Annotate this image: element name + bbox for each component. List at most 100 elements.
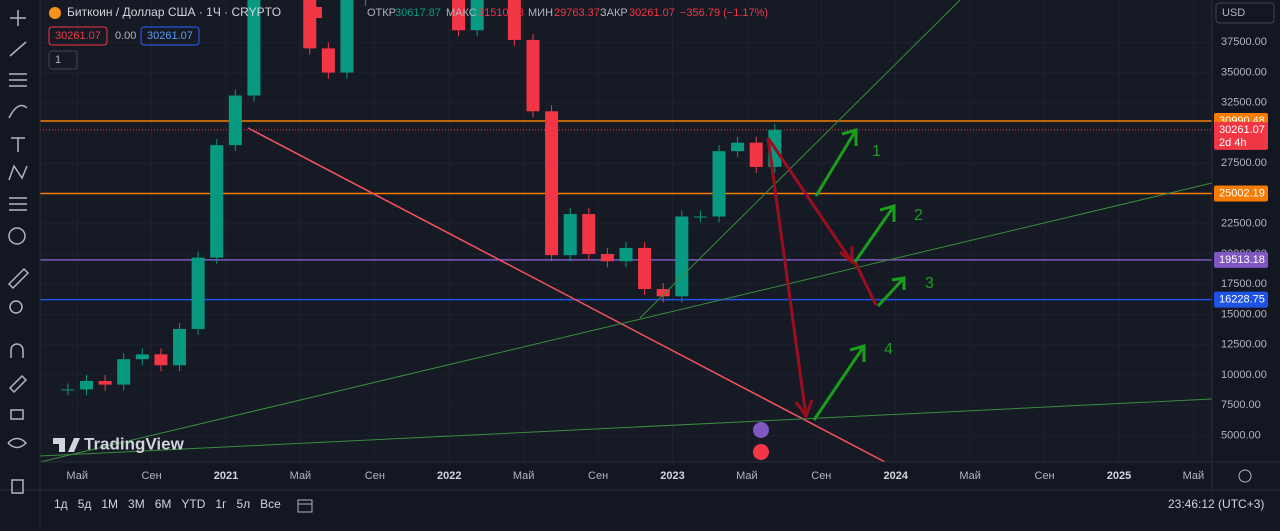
trend-line xyxy=(40,398,1212,457)
range-button[interactable]: 3М xyxy=(128,497,145,511)
candle xyxy=(656,289,670,297)
plot-area xyxy=(40,0,1212,462)
candle xyxy=(340,0,354,73)
tradingview-logo: TradingView xyxy=(53,434,185,453)
brush-tool[interactable] xyxy=(8,104,28,119)
x-tick-label: Май xyxy=(1183,470,1205,482)
countdown: 2d 4h xyxy=(1219,137,1247,149)
currency-button[interactable] xyxy=(1215,2,1275,24)
pattern-tool[interactable] xyxy=(8,164,28,181)
lock-drawing-tool[interactable] xyxy=(8,374,28,394)
candle xyxy=(191,257,205,329)
candle xyxy=(712,151,726,217)
fib-tool[interactable] xyxy=(9,73,27,87)
trash-tool[interactable] xyxy=(11,479,24,494)
x-tick-label: Май xyxy=(736,470,758,482)
ohlc-high: 31510.38 xyxy=(478,7,524,19)
range-button[interactable]: 1М xyxy=(101,497,118,511)
bid[interactable]: 30261.07 xyxy=(55,30,101,42)
trend-line xyxy=(247,127,886,462)
range-button[interactable]: 6М xyxy=(155,497,172,511)
candle xyxy=(693,216,707,218)
x-tick-label: 2025 xyxy=(1107,470,1131,482)
candle xyxy=(154,354,168,366)
crosshair-tool[interactable] xyxy=(10,10,26,26)
y-tick-label: 22500.00 xyxy=(1221,218,1267,230)
lots[interactable]: 1 xyxy=(55,54,61,66)
down-arrows xyxy=(766,137,878,420)
ohlc-close-label: ЗАКР xyxy=(600,7,628,19)
range-button[interactable]: Все xyxy=(260,497,281,511)
candle xyxy=(210,145,224,258)
level-tag xyxy=(1214,291,1268,308)
ruler-tool[interactable] xyxy=(7,267,30,290)
logo-text: TradingView xyxy=(84,434,185,453)
sell-button[interactable] xyxy=(48,26,108,46)
range-button[interactable]: 1г xyxy=(215,497,227,511)
text-tool[interactable] xyxy=(11,137,25,152)
x-tick-label: Май xyxy=(959,470,981,482)
range-button[interactable]: 5д xyxy=(78,497,92,511)
date-range-icon[interactable] xyxy=(297,499,313,513)
ohlc-close: 30261.07 xyxy=(629,7,675,19)
x-tick-label: 2024 xyxy=(884,470,909,482)
trend-line xyxy=(40,182,1212,462)
magnet-tool[interactable] xyxy=(10,343,24,358)
candle xyxy=(638,247,652,290)
y-tick-label: 17500.00 xyxy=(1221,278,1267,290)
buy-button[interactable] xyxy=(140,26,200,46)
x-tick-label: Май xyxy=(290,470,312,482)
level-label: 19513.18 xyxy=(1219,254,1265,266)
price-axis xyxy=(1212,0,1280,462)
y-tick-label: 27500.00 xyxy=(1221,157,1267,169)
x-tick-label: Май xyxy=(513,470,535,482)
y-tick-label: 5000.00 xyxy=(1221,429,1261,441)
level-tag xyxy=(1214,251,1268,268)
visibility-tool[interactable] xyxy=(7,437,28,449)
ask[interactable]: 30261.07 xyxy=(147,30,193,42)
candle xyxy=(507,0,521,40)
zoom-tool[interactable] xyxy=(9,300,23,314)
candle xyxy=(247,0,261,96)
x-tick-label: Сен xyxy=(1035,470,1055,482)
ohlc-low: 29763.37 xyxy=(554,7,600,19)
flag-icon[interactable] xyxy=(313,7,322,18)
x-tick-label: Сен xyxy=(811,470,831,482)
y-tick-label: 35000.00 xyxy=(1221,66,1267,78)
last-price-label: 30261.07 xyxy=(1219,124,1265,136)
ohlc-open: 30617.87 xyxy=(395,7,441,19)
candle xyxy=(526,39,540,112)
spread: 0.00 xyxy=(115,30,136,42)
trend-line xyxy=(639,0,961,319)
ohlc-open-label: ОТКР xyxy=(367,7,396,19)
candle xyxy=(600,253,614,262)
range-button[interactable]: 5л xyxy=(236,497,250,511)
candle xyxy=(98,380,112,385)
x-tick-label: 2022 xyxy=(437,470,461,482)
candle xyxy=(675,216,689,297)
currency[interactable]: USD xyxy=(1222,7,1245,19)
x-tick-label: 2021 xyxy=(214,470,238,482)
y-tick-label: 12500.00 xyxy=(1221,339,1267,351)
settings-icon[interactable] xyxy=(1238,469,1252,483)
range-button[interactable]: YTD xyxy=(181,497,205,511)
ohlc-low-label: МИН xyxy=(528,7,553,19)
range-button[interactable]: 1д xyxy=(54,497,68,511)
event-icon[interactable] xyxy=(753,422,769,438)
logo-icon xyxy=(53,438,80,452)
last-price-tag xyxy=(1214,121,1268,150)
candle xyxy=(173,328,187,366)
candle xyxy=(452,0,466,31)
x-tick-label: Сен xyxy=(588,470,608,482)
emoji-tool[interactable] xyxy=(8,227,26,245)
line-tool[interactable] xyxy=(9,41,27,57)
lots-button[interactable] xyxy=(48,50,78,70)
lock-tool[interactable] xyxy=(10,409,24,420)
candle xyxy=(79,380,94,390)
status-icon xyxy=(341,9,349,17)
candle xyxy=(545,111,559,256)
left-toolbar xyxy=(7,10,30,494)
forecast-tool[interactable] xyxy=(9,197,27,211)
event-icon[interactable] xyxy=(753,444,769,460)
